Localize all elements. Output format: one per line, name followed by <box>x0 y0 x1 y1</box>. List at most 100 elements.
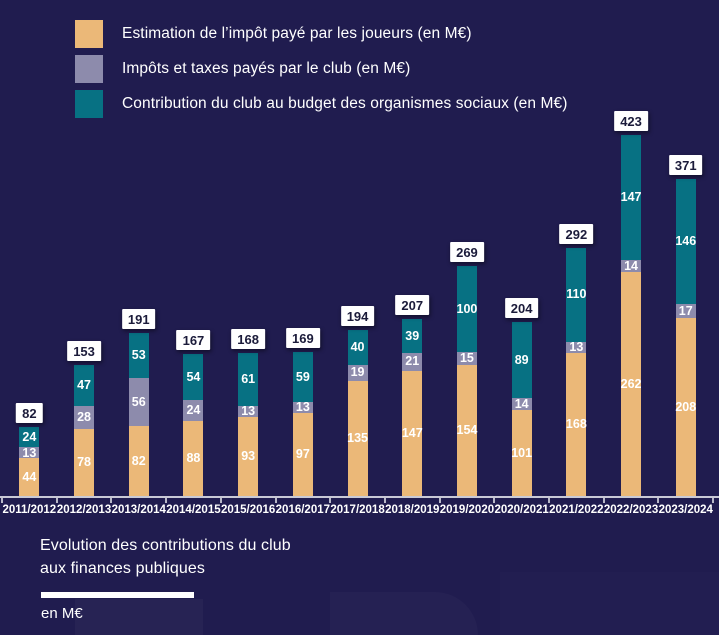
background-watermark <box>500 572 719 635</box>
background-watermark <box>75 599 203 635</box>
x-axis-label: 2014/2015 <box>166 504 221 516</box>
segment-value: 59 <box>295 369 310 384</box>
bar-segment-players-tax: 168 <box>565 352 587 496</box>
title-underline <box>41 592 194 598</box>
segment-value: 88 <box>186 451 201 466</box>
x-axis-line <box>0 496 719 498</box>
segment-value: 110 <box>566 287 587 302</box>
bar-segment-club-tax: 14 <box>511 396 532 411</box>
x-axis-tick <box>493 498 496 503</box>
bar-segment-social-contrib: 61 <box>238 353 259 406</box>
bar-segment-social-contrib: 40 <box>347 330 368 365</box>
bar-segment-players-tax: 44 <box>19 458 40 496</box>
bar-segment-players-tax: 147 <box>401 370 423 496</box>
segment-value: 97 <box>295 447 310 462</box>
chart-title: Evolution des contributions du club aux … <box>40 534 291 580</box>
x-axis-label: 2016/2017 <box>275 504 331 516</box>
x-axis-label: 2020/2021 <box>494 504 549 516</box>
segment-value: 147 <box>401 426 423 440</box>
bar-segment-club-tax: 21 <box>402 352 423 371</box>
x-axis-label: 2013/2014 <box>111 504 166 516</box>
segment-value: 208 <box>675 399 697 414</box>
total-value-badge: 371 <box>668 155 703 176</box>
segment-value: 146 <box>675 234 697 249</box>
x-axis-tick <box>110 498 113 503</box>
segment-value: 17 <box>678 303 693 318</box>
segment-value: 47 <box>77 378 91 393</box>
x-axis-label: 2018/2019 <box>385 504 440 516</box>
bar-segment-social-contrib: 47 <box>74 365 95 406</box>
x-axis-label: 2022/2023 <box>603 504 659 516</box>
segment-value: 154 <box>456 423 478 438</box>
bar-segment-social-contrib: 100 <box>456 266 478 352</box>
x-axis-label: 2011/2012 <box>2 504 57 516</box>
x-axis-tick <box>1 498 3 503</box>
bar-segment-social-contrib: 53 <box>128 332 149 379</box>
total-value-badge: 82 <box>16 402 43 423</box>
legend-label: Impôts et taxes payés par le club (en M€… <box>122 60 411 77</box>
segment-value: 13 <box>295 400 310 415</box>
bar-segment-social-contrib: 146 <box>675 179 697 304</box>
x-axis-tick <box>55 498 58 503</box>
x-axis-tick <box>219 498 222 503</box>
segment-value: 135 <box>347 431 368 446</box>
x-axis-tick <box>602 498 605 503</box>
segment-value: 101 <box>511 445 533 460</box>
social-contrib-swatch-icon <box>75 90 103 118</box>
bar-segment-social-contrib: 39 <box>402 319 423 353</box>
segment-value: 39 <box>405 328 420 343</box>
segment-value: 61 <box>241 372 256 387</box>
total-value-badge: 207 <box>395 295 430 316</box>
x-axis-tick <box>438 498 441 503</box>
bar-segment-club-tax: 56 <box>128 378 149 426</box>
segment-value: 100 <box>456 301 478 316</box>
legend-label: Contribution du club au budget des organ… <box>122 95 568 112</box>
bar-segment-players-tax: 262 <box>621 272 641 496</box>
segment-value: 14 <box>514 396 529 411</box>
bar-segment-club-tax: 15 <box>456 351 477 365</box>
bar-segment-social-contrib: 54 <box>183 354 204 401</box>
chart-legend: Estimation de l’impôt payé par les joueu… <box>75 20 568 125</box>
x-axis-tick <box>712 498 715 503</box>
x-axis-label: 2021/2022 <box>549 504 604 516</box>
bar-segment-club-tax: 13 <box>238 405 259 417</box>
segment-value: 13 <box>22 445 37 460</box>
bar-segment-club-tax: 13 <box>566 341 587 353</box>
x-axis-label: 2012/2013 <box>56 504 112 516</box>
x-axis-tick <box>548 498 550 503</box>
segment-value: 53 <box>131 348 146 363</box>
segment-value: 262 <box>620 376 642 391</box>
x-axis-label: 2023/2024 <box>658 504 713 516</box>
total-value-badge: 204 <box>504 297 539 318</box>
bar-segment-club-tax: 17 <box>675 303 696 319</box>
segment-value: 21 <box>405 354 420 369</box>
x-axis-label: 2019/2020 <box>439 504 495 516</box>
total-value-badge: 194 <box>340 306 375 327</box>
bar-segment-social-contrib: 89 <box>511 321 532 398</box>
segment-value: 40 <box>350 340 365 355</box>
segment-value: 14 <box>624 259 638 274</box>
bar-segment-club-tax: 19 <box>347 364 368 381</box>
bar-segment-players-tax: 154 <box>456 364 478 496</box>
x-axis-tick <box>274 498 277 503</box>
segment-value: 147 <box>620 190 642 205</box>
bar-segment-players-tax: 78 <box>74 429 95 496</box>
total-value-badge: 292 <box>559 223 594 244</box>
bar-segment-players-tax: 135 <box>347 380 368 496</box>
bar-segment-players-tax: 208 <box>675 318 697 496</box>
bar-segment-players-tax: 82 <box>128 426 149 496</box>
bar-segment-players-tax: 88 <box>183 420 204 496</box>
segment-value: 24 <box>22 429 37 444</box>
bar-segment-social-contrib: 110 <box>566 247 587 342</box>
x-axis-tick <box>165 498 168 503</box>
segment-value: 54 <box>186 370 201 385</box>
segment-value: 56 <box>131 394 146 409</box>
total-value-badge: 269 <box>450 242 484 263</box>
x-axis-tick <box>383 498 386 503</box>
segment-value: 168 <box>565 417 587 432</box>
segment-value: 24 <box>186 403 201 418</box>
segment-value: 19 <box>350 365 365 380</box>
bar-segment-club-tax: 13 <box>292 400 313 415</box>
bar-segment-social-contrib: 147 <box>620 134 642 261</box>
